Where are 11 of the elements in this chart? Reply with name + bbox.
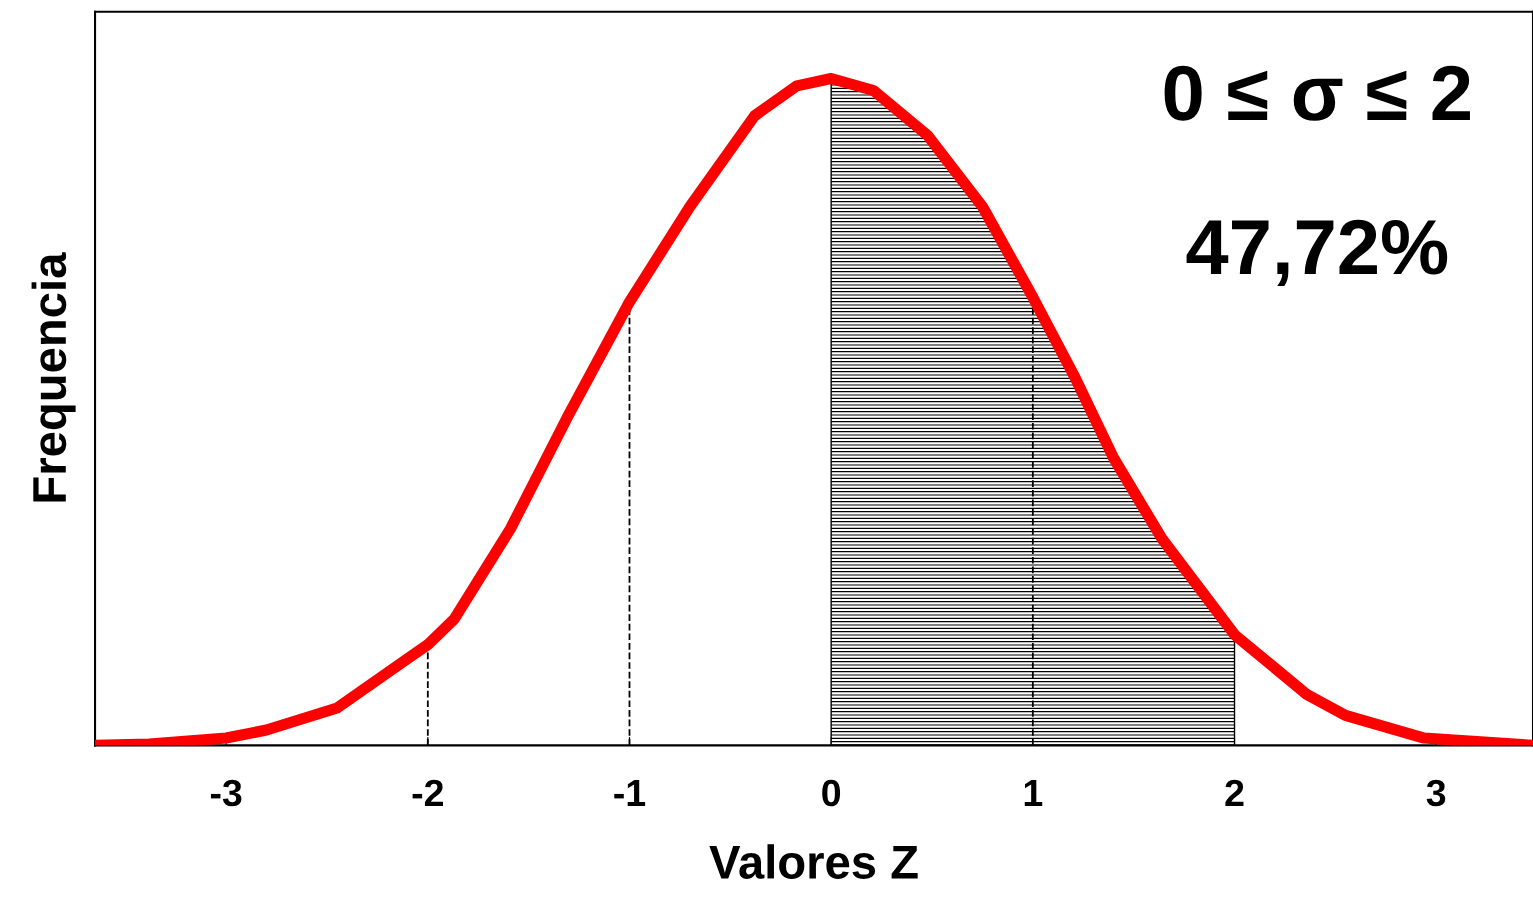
annotation: 0 ≤ σ ≤ 2 [1164, 65, 1470, 121]
x-tick-label: 0 [822, 779, 841, 807]
x-axis-title: Valores Z [709, 844, 918, 879]
x-tick-label: -3 [210, 779, 242, 807]
x-tick-label: 2 [1225, 779, 1244, 806]
x-tick-label: -2 [412, 779, 443, 806]
x-tick-label: 1 [1024, 780, 1043, 806]
annotation: 47,72% [1186, 219, 1448, 287]
y-axis-title: Frequencia [31, 252, 76, 502]
x-tick-label: 3 [1426, 779, 1446, 807]
x-tick-label: -1 [614, 780, 646, 806]
